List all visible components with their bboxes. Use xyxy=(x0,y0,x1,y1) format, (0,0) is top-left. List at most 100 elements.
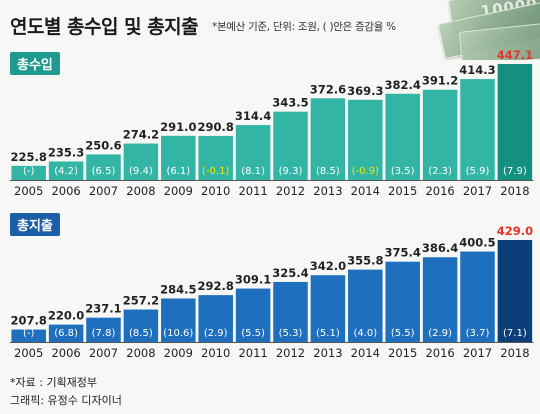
growth-label: (4.0) xyxy=(353,328,377,339)
year-tick-label: 2006 xyxy=(51,346,80,360)
year-tick-label: 2008 xyxy=(126,346,155,360)
value-label: 309.1 xyxy=(235,273,271,287)
bar xyxy=(123,309,159,342)
year-tick-label: 2018 xyxy=(500,346,529,360)
growth-label: (2.9) xyxy=(428,328,452,339)
year-tick-label: 2012 xyxy=(276,346,305,360)
bar xyxy=(385,261,420,342)
growth-label: (5.5) xyxy=(391,328,415,339)
source-note: *자료 : 기획재정부 xyxy=(10,376,98,389)
growth-label: (6.1) xyxy=(166,166,190,177)
value-label: 292.8 xyxy=(198,279,234,293)
year-tick-label: 2010 xyxy=(201,346,230,360)
bar xyxy=(310,98,346,180)
bar xyxy=(385,93,420,180)
year-tick-label: 2015 xyxy=(388,346,417,360)
value-label: 386.4 xyxy=(422,241,458,255)
chart-title: 연도별 총수입 및 총지출 xyxy=(10,16,199,38)
value-label: 314.4 xyxy=(235,109,271,123)
bar xyxy=(422,257,458,342)
bar xyxy=(161,135,196,180)
year-tick-label: 2014 xyxy=(351,346,380,360)
year-tick-label: 2009 xyxy=(164,346,193,360)
growth-label: (4.2) xyxy=(54,166,78,177)
value-label: 274.2 xyxy=(123,128,159,142)
value-label: 342.0 xyxy=(310,259,346,273)
year-tick-label: 2013 xyxy=(313,346,342,360)
growth-label: (6.8) xyxy=(54,328,78,339)
value-label: 375.4 xyxy=(385,246,421,260)
bar xyxy=(86,317,121,342)
bar xyxy=(460,79,495,180)
value-label: 382.4 xyxy=(385,78,421,92)
value-label: 369.3 xyxy=(347,84,383,98)
growth-label: (5.3) xyxy=(279,328,303,339)
growth-label: (10.6) xyxy=(163,328,193,339)
value-label: 257.2 xyxy=(123,294,159,308)
year-tick-label: 2017 xyxy=(463,184,492,198)
growth-label: (9.4) xyxy=(129,166,153,177)
year-tick-label: 2016 xyxy=(425,346,454,360)
value-label: 325.4 xyxy=(272,266,308,280)
value-label: 235.3 xyxy=(48,145,84,159)
year-tick-label: 2017 xyxy=(463,346,492,360)
value-label: 414.3 xyxy=(459,63,495,77)
bar xyxy=(161,298,196,342)
growth-label: (7.8) xyxy=(92,328,116,339)
growth-label: (-) xyxy=(23,328,35,339)
value-label: 225.8 xyxy=(11,150,47,164)
year-tick-label: 2012 xyxy=(276,184,305,198)
bar xyxy=(310,275,346,342)
year-tick-label: 2014 xyxy=(351,184,380,198)
bar xyxy=(123,143,159,180)
growth-label: (5.5) xyxy=(241,328,265,339)
growth-label: (3.5) xyxy=(391,166,415,177)
chart-subtitle: *본예산 기준, 단위: 조원, ( )안은 증감율 % xyxy=(212,21,396,33)
value-label: 290.8 xyxy=(198,120,234,134)
bar xyxy=(235,125,271,180)
year-tick-label: 2010 xyxy=(201,184,230,198)
year-tick-label: 2007 xyxy=(89,346,118,360)
growth-label: (-) xyxy=(23,166,35,177)
bar xyxy=(460,251,495,342)
growth-label: (6.5) xyxy=(92,166,116,177)
year-tick-label: 2016 xyxy=(425,184,454,198)
bar xyxy=(11,165,46,180)
year-tick-label: 2007 xyxy=(89,184,118,198)
bar xyxy=(48,161,84,180)
growth-label: (-0.9) xyxy=(352,166,379,177)
bar xyxy=(273,111,308,180)
value-label: 207.8 xyxy=(11,314,47,328)
chart-header: 연도별 총수입 및 총지출 *본예산 기준, 단위: 조원, ( )안은 증감율… xyxy=(0,0,540,44)
year-tick-label: 2006 xyxy=(51,184,80,198)
value-label: 400.5 xyxy=(459,236,495,250)
growth-label: (7.1) xyxy=(503,328,527,339)
growth-label: (9.3) xyxy=(279,166,303,177)
bar xyxy=(48,324,84,342)
bar xyxy=(348,99,383,180)
year-tick-label: 2009 xyxy=(164,184,193,198)
value-label: 237.1 xyxy=(85,302,121,316)
year-tick-label: 2011 xyxy=(238,346,267,360)
value-label: 291.0 xyxy=(160,120,196,134)
bar xyxy=(235,288,271,342)
growth-label: (8.5) xyxy=(129,328,153,339)
value-label: 284.5 xyxy=(160,282,196,296)
growth-label: (-0.1) xyxy=(202,166,229,177)
growth-label: (5.9) xyxy=(466,166,490,177)
growth-label: (8.5) xyxy=(316,166,340,177)
bar xyxy=(497,64,533,180)
year-tick-label: 2005 xyxy=(14,184,43,198)
growth-label: (2.3) xyxy=(428,166,452,177)
year-tick-label: 2013 xyxy=(313,184,342,198)
value-label: 372.6 xyxy=(310,82,346,96)
year-tick-label: 2015 xyxy=(388,184,417,198)
growth-label: (7.9) xyxy=(503,166,527,177)
value-label: 343.5 xyxy=(272,96,308,110)
bar xyxy=(198,295,233,342)
bar xyxy=(86,154,121,180)
bar xyxy=(348,269,383,342)
value-label: 220.0 xyxy=(48,309,84,323)
growth-label: (8.1) xyxy=(241,166,265,177)
